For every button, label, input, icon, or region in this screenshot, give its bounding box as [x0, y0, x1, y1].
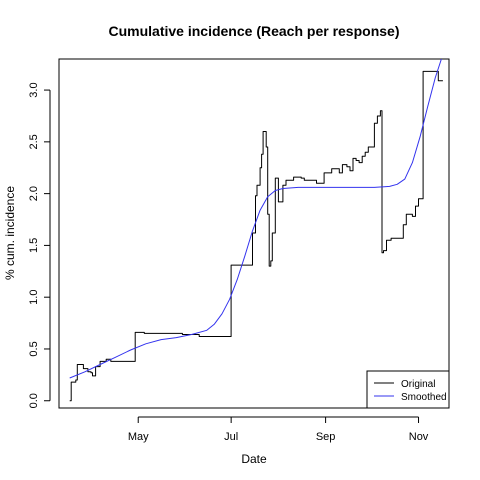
y-tick-label: 0.0: [28, 393, 40, 408]
y-axis: 0.0 0.5 1.0 1.5 2.0 2.5 3.0: [28, 82, 50, 408]
series-line-original: [70, 71, 443, 400]
legend: Original Smoothed: [367, 371, 449, 408]
y-tick-label: 2.5: [28, 134, 40, 149]
x-axis-label: Date: [241, 452, 267, 466]
legend-smoothed-label: Smoothed: [401, 392, 447, 403]
x-tick-label: May: [128, 431, 149, 443]
chart-title: Cumulative incidence (Reach per response…: [109, 23, 400, 39]
y-tick-label: 3.0: [28, 82, 40, 97]
y-tick-label: 0.5: [28, 341, 40, 356]
x-tick-label: Nov: [409, 431, 429, 443]
y-tick-label: 2.0: [28, 186, 40, 201]
plot-area: [59, 59, 449, 408]
y-axis-label: % cum. incidence: [3, 186, 17, 280]
series-layer: [70, 59, 443, 401]
x-axis: May Jul Sep Nov: [128, 417, 429, 443]
y-tick-label: 1.5: [28, 238, 40, 253]
x-tick-label: Jul: [224, 431, 238, 443]
y-tick-label: 1.0: [28, 290, 40, 305]
legend-original-label: Original: [401, 379, 435, 390]
x-tick-label: Sep: [316, 431, 336, 443]
